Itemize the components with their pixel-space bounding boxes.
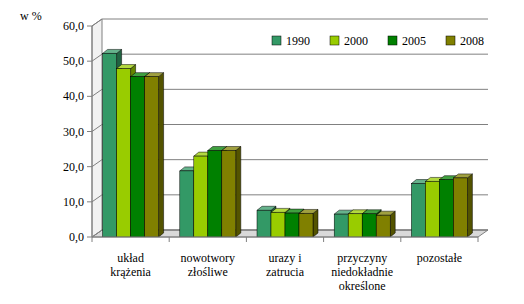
category-label: urazy izatrucia <box>266 251 305 279</box>
category-label-line: zatrucia <box>266 265 305 279</box>
bar <box>145 77 159 237</box>
legend: 1990 2000 2005 2008 <box>272 34 484 48</box>
bar <box>439 180 453 237</box>
bar <box>425 181 439 237</box>
legend-label: 1990 <box>286 34 310 48</box>
bar-top <box>117 65 136 69</box>
category-label: pozostałe <box>417 251 462 265</box>
bar <box>299 213 313 237</box>
bar <box>376 215 390 237</box>
category-label-line: złośliwe <box>188 265 228 279</box>
tick-label: 0,0 <box>69 230 84 244</box>
bar-side <box>236 146 241 237</box>
bar-side <box>467 174 472 237</box>
x-tick <box>169 237 170 242</box>
bar <box>348 214 362 237</box>
bar <box>334 214 348 237</box>
bar-top <box>299 209 318 213</box>
bar-side <box>159 73 164 237</box>
bar-top <box>453 174 472 178</box>
category-label: nowotworyzłośliwe <box>180 251 235 279</box>
legend-label: 2008 <box>460 34 484 48</box>
category-label-line: krążenia <box>110 265 151 279</box>
bar-top <box>376 211 395 215</box>
x-tick <box>246 237 247 242</box>
bar <box>271 212 285 237</box>
tick-mark <box>87 201 92 202</box>
bar <box>257 210 271 237</box>
bar <box>285 213 299 237</box>
y-axis-label: w % <box>20 9 42 23</box>
bar <box>117 69 131 237</box>
tick-label: 60,0 <box>63 19 84 33</box>
bar <box>411 184 425 237</box>
category-label-line: niedokładnie <box>331 265 393 279</box>
category-label-line: określone <box>339 279 386 293</box>
legend-swatch <box>330 36 339 45</box>
tick-mark <box>87 96 92 97</box>
grid-line <box>92 19 488 26</box>
category-label-line: nowotwory <box>180 251 235 265</box>
bar <box>131 77 145 237</box>
tick-mark <box>87 131 92 132</box>
bar <box>362 214 376 237</box>
bar-side <box>313 209 318 237</box>
bar <box>103 53 117 237</box>
tick-mark <box>87 26 92 27</box>
x-tick <box>323 237 324 242</box>
chart-root: 0,0 10,0 20,0 30,0 40,0 50,0 60,0 w % układkrąże… <box>0 0 524 304</box>
bar <box>194 156 208 237</box>
x-tick <box>478 237 479 242</box>
legend-swatch <box>446 36 455 45</box>
category-label-line: pozostałe <box>417 251 462 265</box>
category-label-line: układ <box>117 251 144 265</box>
grid-line <box>92 54 488 61</box>
legend-label: 2000 <box>344 34 368 48</box>
bar <box>453 178 467 237</box>
x-tick <box>92 237 93 242</box>
bar-top <box>145 73 164 77</box>
category-label-line: urazy i <box>269 251 303 265</box>
bar-side <box>390 211 395 237</box>
legend-label: 2005 <box>402 34 426 48</box>
tick-label: 10,0 <box>63 195 84 209</box>
x-tick <box>400 237 401 242</box>
bar <box>180 171 194 237</box>
tick-mark <box>87 61 92 62</box>
tick-label: 20,0 <box>63 160 84 174</box>
tick-mark <box>87 237 92 238</box>
y-axis <box>92 26 93 237</box>
bar <box>208 150 222 237</box>
tick-label: 30,0 <box>63 125 84 139</box>
tick-mark <box>87 166 92 167</box>
legend-swatch <box>272 36 281 45</box>
category-label: przyczynyniedokładnieokreślone <box>331 251 393 293</box>
bar-top <box>222 146 241 150</box>
category-label-line: przyczyny <box>337 251 387 265</box>
tick-label: 50,0 <box>63 54 84 68</box>
tick-label: 40,0 <box>63 89 84 103</box>
chart: 0,0 10,0 20,0 30,0 40,0 50,0 60,0 w % układkrąże… <box>0 0 524 304</box>
bars <box>103 49 473 237</box>
bar-top <box>103 49 122 53</box>
bar-top <box>257 206 276 210</box>
bar <box>222 150 236 237</box>
category-label: układkrążenia <box>110 251 151 279</box>
legend-swatch <box>388 36 397 45</box>
x-axis <box>92 237 478 238</box>
